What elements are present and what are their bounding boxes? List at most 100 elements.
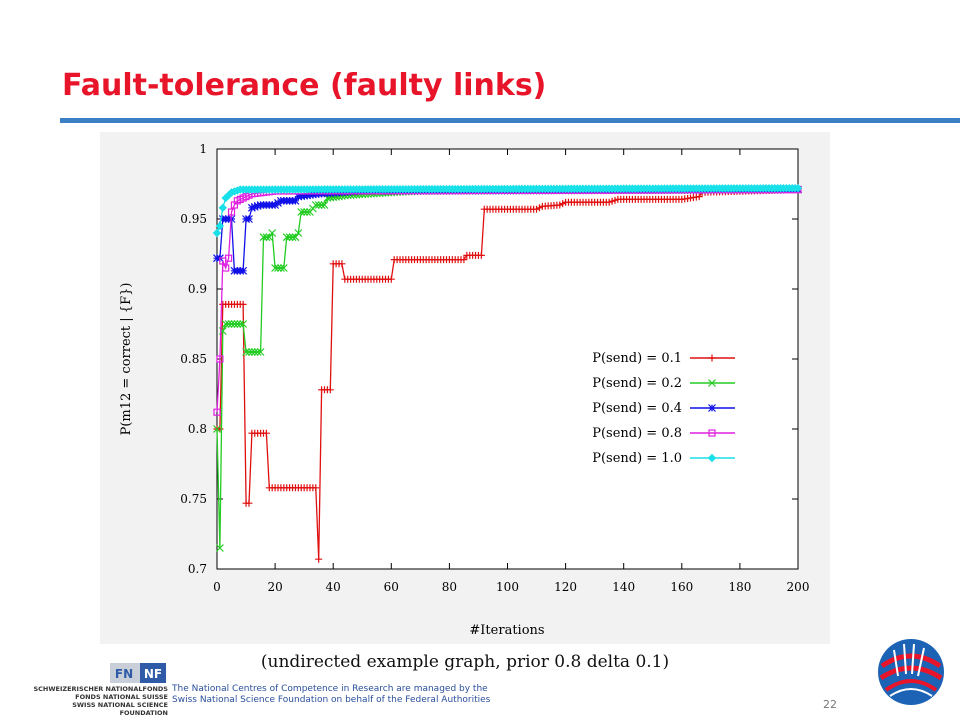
caption: (undirected example graph, prior 0.8 del… — [260, 652, 670, 672]
data-point — [276, 264, 285, 272]
title-rule — [60, 118, 960, 123]
data-point — [221, 320, 230, 328]
data-point — [239, 320, 248, 328]
legend-label: P(send) = 1.0 — [592, 451, 682, 466]
data-point — [314, 201, 323, 209]
legend-label: P(send) = 0.2 — [592, 376, 682, 391]
y-tick-label: 0.95 — [180, 212, 207, 226]
data-point — [230, 320, 239, 328]
series-group — [212, 183, 803, 563]
fn-snf-logo: FN NF — [110, 663, 166, 683]
data-point — [326, 386, 334, 394]
data-point — [239, 300, 247, 308]
data-point — [250, 348, 259, 356]
x-tick-label: 100 — [496, 580, 519, 594]
data-point — [311, 201, 320, 209]
data-point — [247, 348, 256, 356]
data-point — [245, 215, 253, 223]
data-point — [245, 348, 253, 356]
axis-ticks: 0 20 40 60 80 100 120 140 160 180 200 0.7 0.75 0.8 0.8… — [180, 142, 809, 594]
data-point — [262, 429, 270, 437]
data-point — [262, 233, 271, 242]
legend-label: P(send) = 0.4 — [592, 401, 682, 416]
data-point — [215, 221, 225, 231]
data-point — [300, 208, 309, 216]
y-tick-label: 1 — [199, 142, 207, 156]
x-tick-label: 40 — [326, 580, 341, 594]
data-point — [259, 233, 268, 242]
x-tick-label: 200 — [787, 580, 810, 594]
foundation-name-de: Schweizerischer Nationalfonds — [33, 685, 168, 693]
x-tick-label: 160 — [670, 580, 693, 594]
data-point — [225, 254, 233, 262]
y-tick-label: 0.8 — [188, 422, 207, 436]
slide-title: Fault-tolerance (faulty links) — [62, 68, 547, 103]
data-point — [239, 266, 248, 275]
x-tick-label: 60 — [384, 580, 399, 594]
data-point — [338, 260, 346, 268]
data-point — [213, 425, 221, 433]
data-point — [247, 203, 256, 212]
legend-marker — [708, 379, 716, 387]
page-number: 22 — [823, 698, 837, 711]
data-point — [291, 196, 300, 205]
fn-logo-text-left: FN — [115, 667, 133, 681]
data-point — [227, 208, 236, 216]
x-tick-label: 20 — [267, 580, 282, 594]
data-point — [253, 202, 262, 210]
footer-note: The National Centres of Competence in Re… — [172, 684, 490, 706]
data-point — [212, 228, 222, 238]
data-point — [250, 202, 259, 211]
data-point — [285, 233, 294, 242]
legend-label: P(send) = 0.1 — [592, 351, 682, 366]
data-point — [216, 355, 224, 363]
y-tick-label: 0.85 — [180, 352, 207, 366]
data-point — [224, 320, 233, 328]
data-point — [297, 208, 306, 216]
footer-note-line2: Swiss National Science Foundation on beh… — [172, 695, 491, 705]
legend-marker — [708, 404, 716, 412]
legend: P(send) = 0.1 P(send) = 0.2 P(send) = 0.4 P… — [592, 351, 735, 466]
data-point — [282, 233, 291, 242]
x-tick-label: 140 — [612, 580, 635, 594]
data-point — [256, 348, 265, 356]
x-axis-label: #Iterations — [469, 623, 544, 638]
data-point — [320, 201, 329, 209]
data-point — [279, 264, 288, 272]
data-point — [793, 183, 803, 193]
data-point — [288, 233, 297, 242]
x-tick-label: 0 — [213, 580, 221, 594]
y-axis-label: P(m12 = correct | {F}) — [119, 283, 134, 436]
data-point — [317, 201, 326, 209]
data-point — [695, 193, 703, 201]
x-tick-label: 120 — [554, 580, 577, 594]
data-point — [460, 256, 468, 264]
data-point — [236, 320, 245, 328]
data-point — [274, 264, 282, 272]
data-point — [253, 348, 262, 356]
y-tick-label: 0.75 — [180, 492, 207, 506]
foundation-name-fr: Fonds national suisse — [75, 693, 168, 701]
data-point — [265, 233, 274, 242]
foundation-names: Schweizerischer Nationalfonds Fonds nati… — [28, 685, 168, 717]
x-tick-label: 80 — [442, 580, 457, 594]
data-point — [242, 348, 250, 356]
footer-note-line1: The National Centres of Competence in Re… — [172, 684, 488, 694]
series-5 — [212, 183, 803, 238]
data-point — [215, 544, 224, 552]
chart: #Iterations P(m12 = correct | {F}) 0 20 40… — [119, 142, 809, 638]
data-point — [218, 203, 228, 213]
legend-marker — [708, 354, 716, 362]
y-tick-label: 0.7 — [188, 562, 207, 576]
data-point — [227, 320, 236, 328]
data-point — [222, 264, 230, 272]
data-point — [387, 275, 395, 283]
legend-marker — [707, 453, 717, 463]
legend-label: P(send) = 0.8 — [592, 426, 682, 441]
data-point — [303, 208, 311, 216]
data-point — [271, 264, 280, 272]
data-point — [233, 320, 242, 328]
data-point — [315, 555, 323, 563]
data-point — [294, 229, 303, 237]
fn-logo-text-right: NF — [144, 667, 162, 681]
